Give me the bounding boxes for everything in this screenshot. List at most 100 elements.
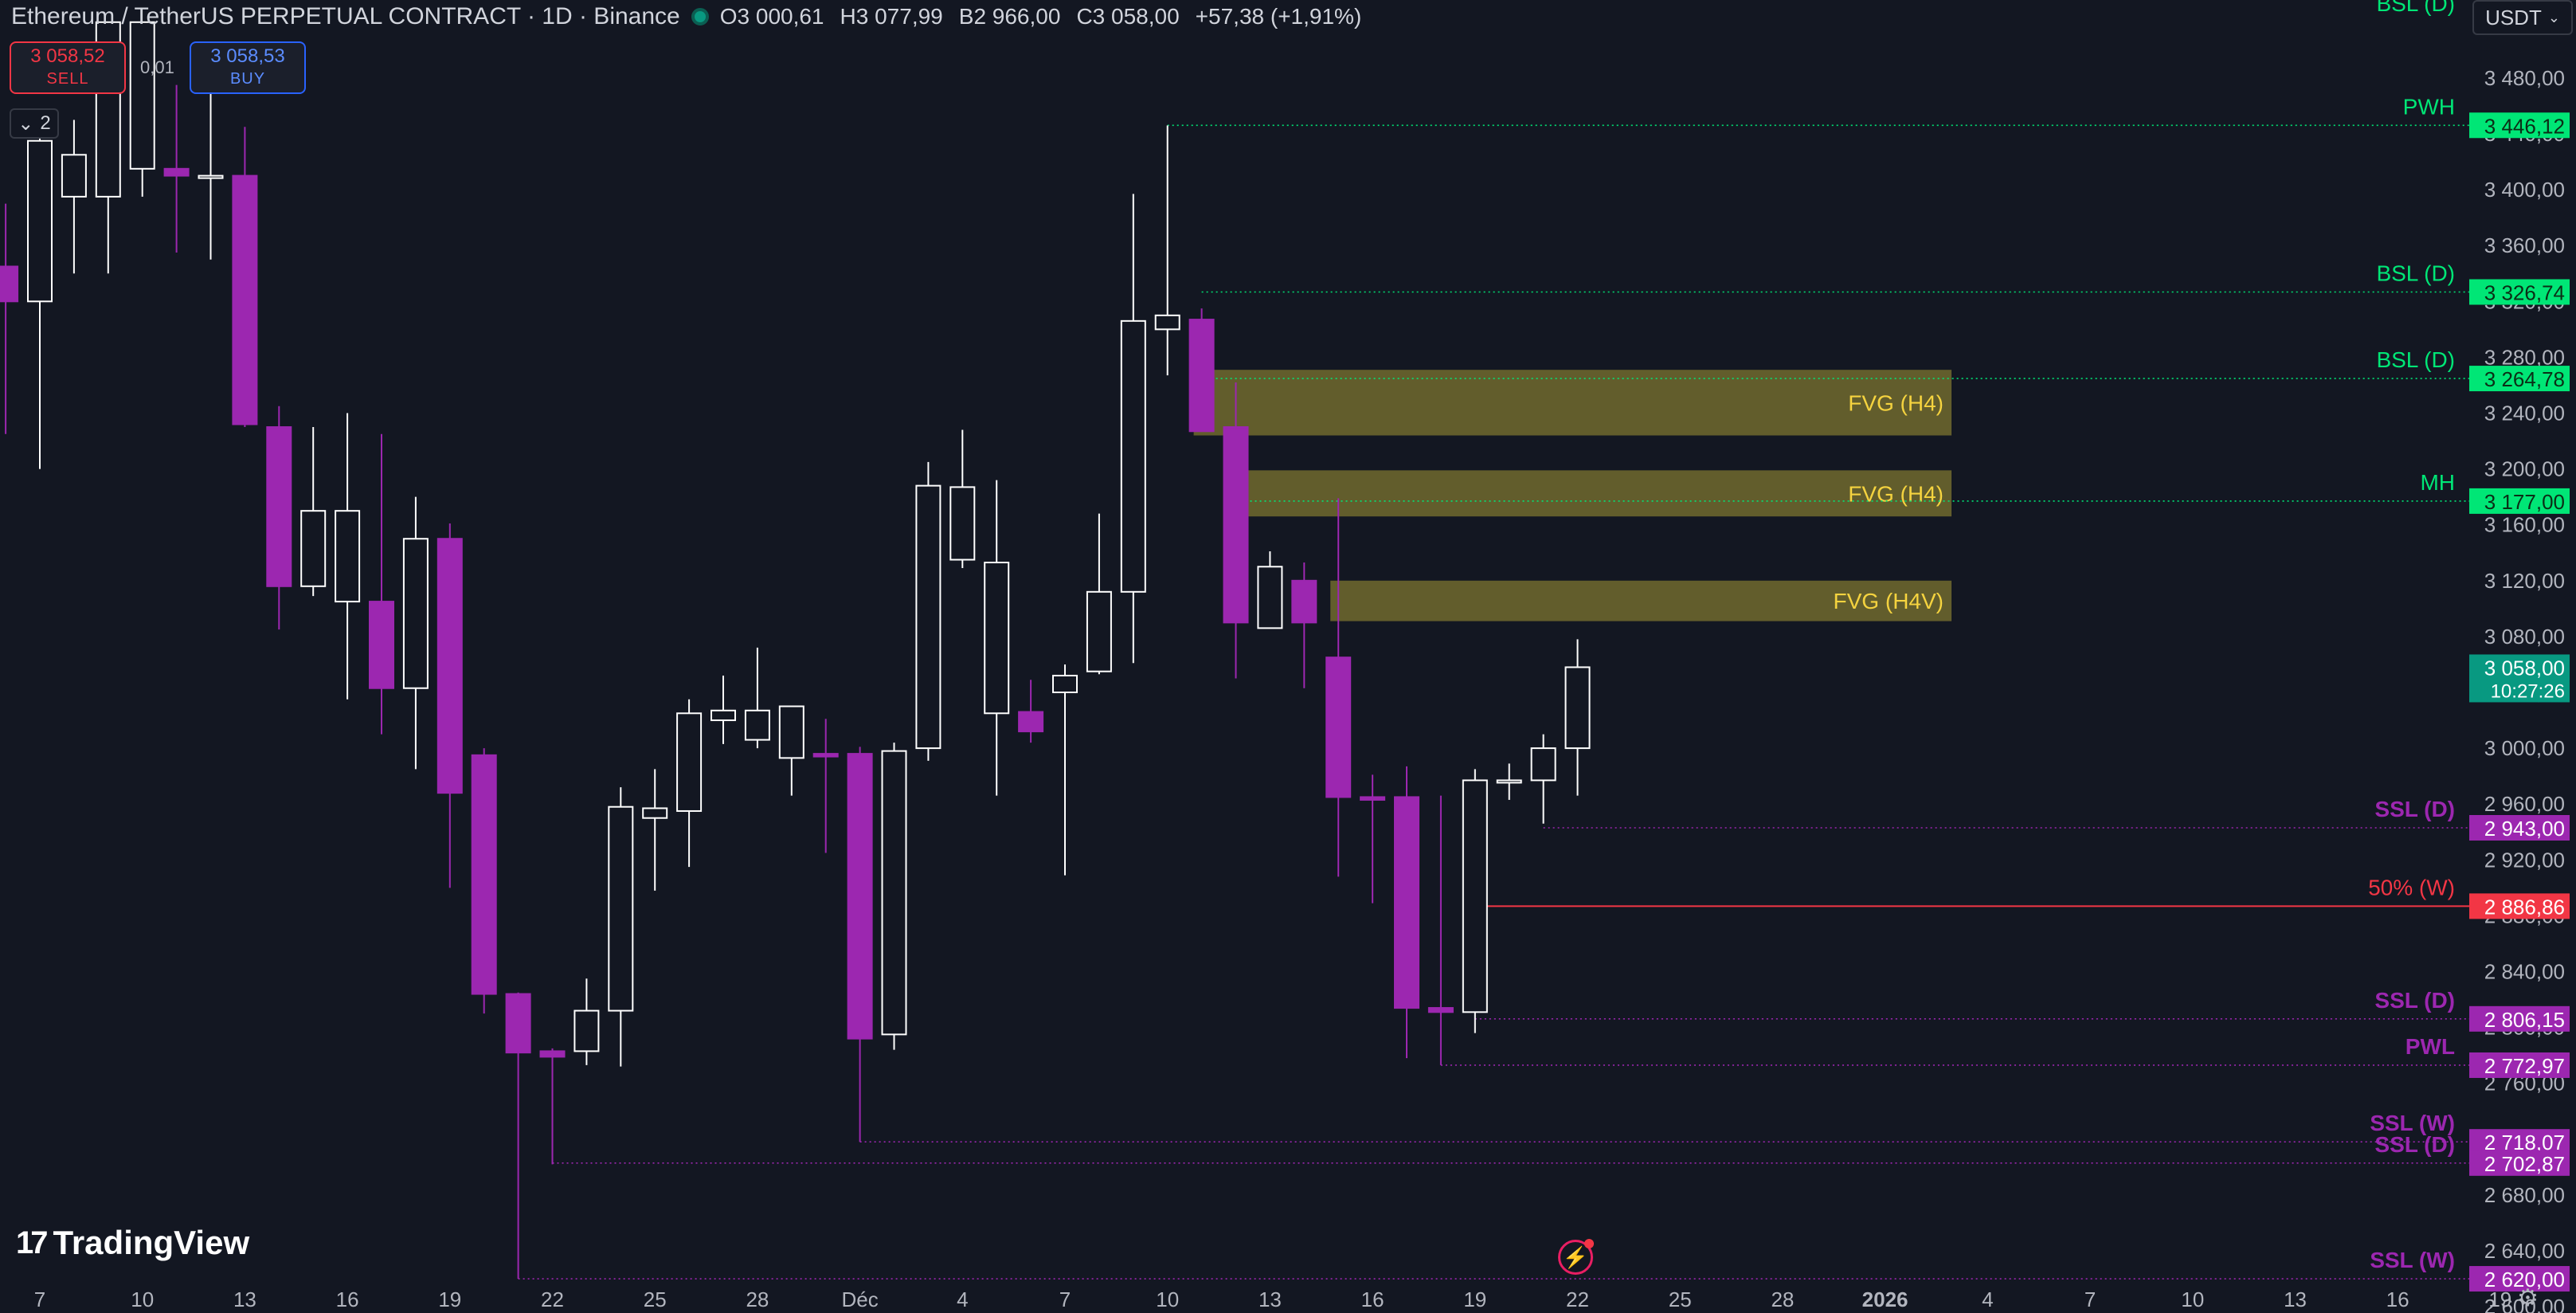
price-tag-label: 2 620,00 xyxy=(2484,1268,2565,1291)
currency-select[interactable]: USDT ⌄ xyxy=(2472,0,2573,35)
candle-body xyxy=(984,562,1010,715)
tradingview-logo[interactable]: 17 TradingView xyxy=(16,1224,249,1262)
candle[interactable] xyxy=(1496,763,1522,800)
candle[interactable] xyxy=(129,21,155,197)
candle[interactable] xyxy=(61,120,87,274)
level-label: BSL (D) xyxy=(2376,347,2455,372)
candle[interactable] xyxy=(1360,774,1386,903)
gear-icon[interactable]: ⚙ xyxy=(2517,1285,2539,1311)
candle[interactable] xyxy=(163,84,190,253)
candle[interactable] xyxy=(915,461,942,761)
candle-body xyxy=(1086,590,1112,672)
candle[interactable] xyxy=(1462,769,1488,1033)
candle[interactable] xyxy=(1257,551,1283,629)
candle[interactable] xyxy=(744,647,770,749)
candle[interactable] xyxy=(1052,664,1078,876)
liquidity-levels: BSL (D) PWH BSL (D) BSL (D) MH SSL (D) 50% (W)… xyxy=(518,0,2469,1280)
candle[interactable] xyxy=(949,429,976,569)
candle[interactable] xyxy=(1120,194,1146,664)
candle[interactable] xyxy=(335,413,361,700)
candle[interactable] xyxy=(1564,639,1591,796)
candle-body xyxy=(915,484,942,750)
candle[interactable] xyxy=(642,769,668,891)
candle[interactable] xyxy=(437,523,463,888)
candle[interactable] xyxy=(1188,308,1215,433)
time-tick-label: 13 xyxy=(2284,1288,2307,1311)
candle-body xyxy=(1564,666,1591,750)
price-tick-label: 3 120,00 xyxy=(2484,569,2565,593)
candle[interactable] xyxy=(266,406,292,630)
candle[interactable] xyxy=(847,747,873,1143)
price-tag xyxy=(2469,893,2570,919)
change-value: +57,38 (+1,91%) xyxy=(1195,4,1362,29)
candle-body xyxy=(1427,1007,1454,1013)
high-value: 3 077,99 xyxy=(855,4,943,29)
low-value: 2 966,00 xyxy=(973,4,1061,29)
candle[interactable] xyxy=(27,127,53,469)
candle[interactable] xyxy=(1394,766,1419,1059)
time-tick-label: Déc xyxy=(841,1288,878,1311)
buy-button[interactable]: 3 058,53 BUY xyxy=(190,41,306,94)
candle[interactable] xyxy=(369,433,394,735)
candle-body xyxy=(574,1009,600,1052)
time-tick-label: 25 xyxy=(1669,1288,1692,1311)
level-label: BSL (D) xyxy=(2376,261,2455,285)
candle-body xyxy=(505,993,531,1054)
candle[interactable] xyxy=(198,77,224,260)
candle[interactable] xyxy=(608,787,634,1067)
candle[interactable] xyxy=(676,699,703,868)
level-label: SSL (D) xyxy=(2374,797,2455,821)
candle[interactable] xyxy=(505,992,531,1280)
time-tick-label: 22 xyxy=(541,1288,564,1311)
time-tick-label: 19 xyxy=(438,1288,461,1311)
candle-body xyxy=(778,705,805,759)
time-tick-label: 19 xyxy=(2488,1288,2511,1311)
candle-body xyxy=(847,753,873,1040)
candle[interactable] xyxy=(984,480,1010,796)
candle[interactable] xyxy=(778,705,805,796)
time-tick-label: 10 xyxy=(1156,1288,1179,1311)
symbol-title[interactable]: Ethereum / TetherUS PERPETUAL CONTRACT ·… xyxy=(11,3,680,29)
indicators-toggle-button[interactable]: ⌄ 2 xyxy=(10,108,59,139)
candle[interactable] xyxy=(574,978,600,1065)
candle[interactable] xyxy=(1325,498,1352,877)
candles xyxy=(0,21,1591,1280)
time-tick-label: 4 xyxy=(1982,1288,1993,1311)
candle-body xyxy=(369,601,394,689)
candle[interactable] xyxy=(1427,795,1454,1065)
level-label: PWH xyxy=(2403,94,2455,119)
candle[interactable] xyxy=(1086,513,1112,675)
sell-button[interactable]: 3 058,52 SELL xyxy=(10,41,126,94)
flash-icon[interactable]: ⚡ xyxy=(1558,1239,1594,1275)
candle-body xyxy=(1257,566,1283,629)
candle[interactable] xyxy=(1154,125,1180,376)
candle[interactable] xyxy=(300,427,327,597)
candle[interactable] xyxy=(1530,734,1556,824)
candle[interactable] xyxy=(0,203,19,434)
order-quantity[interactable]: 0,01 xyxy=(140,57,174,77)
price-tag-label: 3 177,00 xyxy=(2484,490,2565,514)
market-status-icon[interactable] xyxy=(691,8,709,25)
candle[interactable] xyxy=(1018,680,1044,743)
candle[interactable] xyxy=(402,496,429,770)
candle[interactable] xyxy=(539,1048,566,1165)
time-tick-label: 22 xyxy=(1566,1288,1589,1311)
candle-body xyxy=(61,154,87,198)
countdown-label: 10:27:26 xyxy=(2491,680,2565,702)
candle[interactable] xyxy=(232,127,258,428)
fvg-zone xyxy=(1193,370,1952,436)
candle[interactable] xyxy=(471,748,497,1014)
price-tick-label: 2 680,00 xyxy=(2484,1183,2565,1207)
time-axis: 7 10 13 16 19 22 25 28 Déc 4 7 10 13 16 19 22 25 28 2026 4 7… xyxy=(34,1288,2511,1311)
price-tick-label: 3 000,00 xyxy=(2484,736,2565,760)
candle[interactable] xyxy=(1223,382,1249,679)
candle[interactable] xyxy=(812,719,839,853)
time-tick-label: 13 xyxy=(1259,1288,1282,1311)
candle-body xyxy=(163,167,190,177)
candle-body xyxy=(1394,796,1419,1009)
candle-body xyxy=(437,538,463,794)
candle[interactable] xyxy=(711,675,736,744)
candle[interactable] xyxy=(1291,562,1317,688)
candle[interactable] xyxy=(881,743,907,1050)
